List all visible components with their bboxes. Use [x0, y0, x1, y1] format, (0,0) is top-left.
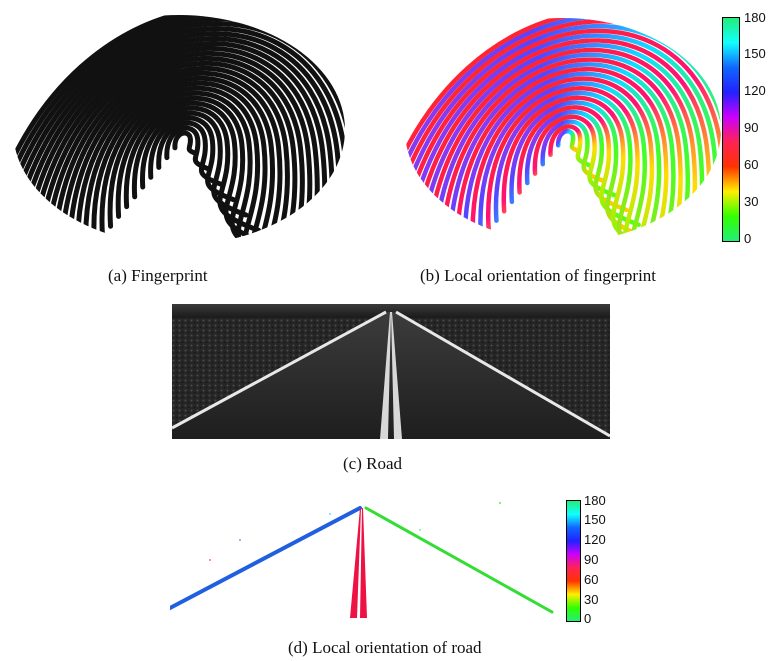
caption-d: (d) Local orientation of road [288, 638, 482, 657]
ridge-line [115, 95, 287, 245]
colorbar-tick: 30 [744, 194, 759, 209]
ridge-line [415, 43, 721, 242]
ridge-line [132, 105, 262, 233]
fingerprint-orientation-image [405, 18, 721, 242]
ridge-line [405, 18, 721, 242]
ridge-line [148, 115, 236, 203]
ridge-line [405, 28, 721, 242]
colorbar-tick: 60 [584, 572, 599, 587]
colorbar-top-ticks: 180 150 120 90 60 30 0 [744, 10, 770, 250]
ridge-line [405, 19, 721, 242]
ridge-line [140, 110, 249, 218]
ridge-line [405, 33, 721, 242]
ridge-line [99, 85, 312, 245]
ridge-line [67, 65, 345, 245]
colorbar-tick: 150 [744, 46, 766, 61]
fingerprint-image [13, 15, 345, 245]
colorbar-tick: 90 [584, 552, 599, 567]
colorbar-tick: 180 [584, 493, 606, 508]
ridge-line [454, 66, 721, 242]
ridge-line [34, 45, 345, 245]
colorbar-tick: 90 [744, 120, 759, 135]
caption-c: (c) Road [343, 454, 403, 473]
ridge-line [91, 80, 325, 245]
ridge-line [405, 23, 721, 242]
ridge-line [525, 109, 629, 213]
ridge-line [405, 18, 721, 242]
ridge-line [13, 21, 345, 245]
ridge-line [83, 75, 337, 245]
ridge-line [123, 100, 274, 245]
road-image [172, 304, 610, 439]
colorbar-tick: 30 [584, 592, 599, 607]
ridge-line [486, 86, 690, 242]
ridge-line [13, 26, 345, 245]
ridge-line [156, 120, 224, 187]
ridge-line [431, 52, 721, 242]
ridge-line [556, 129, 581, 154]
ridge-line [517, 105, 641, 227]
ridge-line [18, 36, 345, 245]
ridge-line [439, 57, 721, 242]
ridge-line [548, 124, 593, 168]
ridge-line [164, 125, 211, 172]
ridge-line [423, 47, 721, 242]
ridge-line [75, 70, 345, 245]
ridge-line [478, 81, 702, 242]
ridge-line [26, 40, 345, 245]
colorbar-tick: 0 [584, 611, 592, 626]
ridge-line [462, 71, 721, 242]
ridge-line [13, 15, 345, 245]
ridge-line [13, 31, 345, 245]
ridge-line [509, 100, 653, 242]
colorbar-tick: 120 [744, 83, 766, 98]
caption-a: (a) Fingerprint [108, 266, 208, 285]
colorbar-bottom-ticks: 180 150 120 90 60 30 0 [584, 493, 614, 628]
orientation-colorbar-bottom [566, 500, 581, 622]
colorbar-tick: 0 [744, 231, 752, 246]
ridge-line [13, 15, 345, 245]
ridge-line [540, 119, 605, 183]
ridge-line [50, 55, 345, 245]
ridge-line [447, 62, 721, 242]
ridge-line [13, 16, 345, 245]
caption-b: (b) Local orientation of fingerprint [420, 266, 657, 285]
colorbar-tick: 60 [744, 157, 759, 172]
colorbar-tick: 180 [744, 10, 766, 25]
ridge-line [501, 95, 666, 242]
orientation-colorbar-top [722, 17, 740, 242]
ridge-line [532, 114, 617, 198]
ridge-line [42, 51, 345, 245]
ridge-line [172, 130, 199, 156]
ridge-line [408, 38, 721, 242]
colorbar-tick: 120 [584, 532, 606, 547]
ridge-line [470, 76, 714, 242]
colorbar-tick: 150 [584, 512, 606, 527]
ridge-line [59, 60, 345, 245]
road-orientation-image [170, 501, 554, 618]
